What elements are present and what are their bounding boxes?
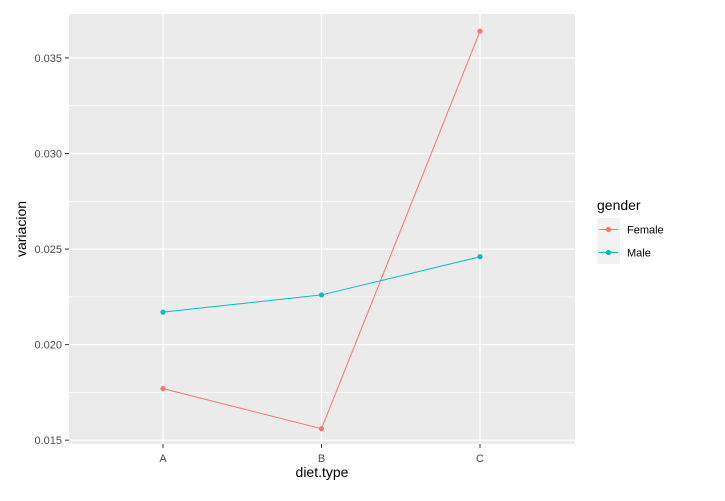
x-tick-label: A — [159, 453, 167, 465]
legend: gender Female Male — [597, 197, 664, 264]
data-point-male — [318, 292, 325, 298]
y-tick-label: 0.025 — [34, 244, 62, 256]
x-tick-label: C — [476, 453, 484, 465]
y-tick-label: 0.035 — [34, 53, 62, 65]
legend-point-female — [605, 226, 612, 233]
legend-label-female: Female — [627, 225, 664, 237]
major-gridlines — [69, 14, 575, 444]
data-point-male — [477, 254, 483, 260]
y-axis-title: variacion — [13, 201, 29, 257]
y-tick-label: 0.020 — [34, 340, 62, 352]
x-axis-title: diet.type — [296, 464, 349, 480]
series-layer — [160, 28, 483, 432]
y-tick-label: 0.030 — [34, 149, 62, 161]
y-tick-label: 0.015 — [34, 435, 62, 447]
axis-ticks — [65, 57, 481, 448]
y-tick-labels: 0.015 0.020 0.025 0.030 0.035 — [34, 53, 62, 447]
data-point-male — [160, 309, 166, 315]
legend-point-male — [605, 249, 612, 256]
x-tick-label: B — [318, 453, 325, 465]
x-tick-labels: A B C — [159, 453, 484, 465]
data-point-female — [318, 426, 325, 432]
legend-title: gender — [597, 197, 641, 213]
legend-label-male: Male — [627, 248, 651, 260]
data-point-female — [477, 28, 483, 34]
data-point-female — [160, 385, 166, 392]
